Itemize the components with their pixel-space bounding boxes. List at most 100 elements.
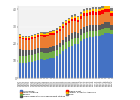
Bar xyxy=(68,19,70,21)
Bar xyxy=(52,58,55,78)
Bar xyxy=(65,42,67,49)
Bar xyxy=(55,33,58,45)
Bar xyxy=(92,9,94,12)
Bar xyxy=(55,30,58,31)
Bar xyxy=(49,52,52,58)
Bar xyxy=(22,36,24,37)
Bar xyxy=(77,20,79,22)
Bar xyxy=(31,35,33,36)
Bar xyxy=(68,18,70,19)
Bar xyxy=(65,25,67,37)
Bar xyxy=(80,14,82,16)
Bar xyxy=(107,4,110,6)
Bar xyxy=(22,50,24,56)
Bar xyxy=(98,36,101,78)
Bar xyxy=(65,21,67,23)
Bar xyxy=(101,5,104,8)
Bar xyxy=(25,36,27,37)
Bar xyxy=(101,10,104,14)
Bar xyxy=(40,32,43,33)
Bar xyxy=(37,48,39,53)
Bar xyxy=(101,8,104,10)
Bar xyxy=(71,15,73,17)
Bar xyxy=(101,14,104,24)
Bar xyxy=(19,34,21,36)
Bar xyxy=(89,15,91,25)
Bar xyxy=(25,38,27,40)
Bar xyxy=(49,47,52,52)
Bar xyxy=(62,51,64,78)
Bar xyxy=(86,26,88,32)
Bar xyxy=(98,12,101,15)
Bar xyxy=(86,32,88,38)
Bar xyxy=(62,28,64,40)
Bar xyxy=(34,49,36,54)
Bar xyxy=(104,33,107,78)
Bar xyxy=(43,35,46,37)
Bar xyxy=(77,18,79,20)
Bar xyxy=(104,4,107,6)
Bar xyxy=(74,32,76,38)
Bar xyxy=(62,45,64,51)
Bar xyxy=(19,37,21,38)
Bar xyxy=(19,56,21,63)
Bar xyxy=(31,62,33,78)
Bar xyxy=(77,16,79,18)
Bar xyxy=(89,10,91,12)
Bar xyxy=(71,21,73,33)
Bar xyxy=(43,37,46,48)
Bar xyxy=(31,36,33,37)
Bar xyxy=(110,34,113,78)
Bar xyxy=(110,13,113,16)
Bar xyxy=(110,30,113,34)
Bar xyxy=(52,51,55,58)
Bar xyxy=(80,30,82,35)
Bar xyxy=(55,31,58,33)
Bar xyxy=(59,29,61,31)
Bar xyxy=(68,35,70,41)
Bar xyxy=(25,40,27,50)
Bar xyxy=(59,26,61,27)
Bar xyxy=(25,56,27,63)
Bar xyxy=(104,6,107,9)
Bar xyxy=(40,48,43,52)
Bar xyxy=(34,35,36,36)
Bar xyxy=(28,37,30,38)
Bar xyxy=(34,61,36,78)
Bar xyxy=(83,27,85,33)
Bar xyxy=(107,28,110,33)
Bar xyxy=(46,36,49,48)
Bar xyxy=(22,39,24,50)
Bar xyxy=(89,25,91,31)
Bar xyxy=(98,9,101,12)
Bar xyxy=(52,46,55,51)
Bar xyxy=(37,33,39,34)
Bar xyxy=(55,56,58,78)
Bar xyxy=(83,11,85,13)
Bar xyxy=(55,50,58,56)
Bar xyxy=(40,35,43,36)
Bar xyxy=(22,63,24,78)
Legend: Asia Pacific, North America, Europe, Commonwealth of Independent States, Middle : Asia Pacific, North America, Europe, Com… xyxy=(19,89,97,98)
Bar xyxy=(92,36,94,78)
Bar xyxy=(107,12,110,22)
Bar xyxy=(98,7,101,9)
Bar xyxy=(110,11,113,13)
Bar xyxy=(40,33,43,35)
Bar xyxy=(86,12,88,16)
Bar xyxy=(43,60,46,78)
Bar xyxy=(37,37,39,48)
Bar xyxy=(43,34,46,35)
Bar xyxy=(95,31,97,36)
Bar xyxy=(92,25,94,31)
Bar xyxy=(74,14,76,16)
Bar xyxy=(74,21,76,32)
Bar xyxy=(98,30,101,36)
Bar xyxy=(95,9,97,12)
Bar xyxy=(46,59,49,78)
Bar xyxy=(107,22,110,28)
Bar xyxy=(46,35,49,36)
Bar xyxy=(95,15,97,25)
Bar xyxy=(55,28,58,30)
Bar xyxy=(68,24,70,35)
